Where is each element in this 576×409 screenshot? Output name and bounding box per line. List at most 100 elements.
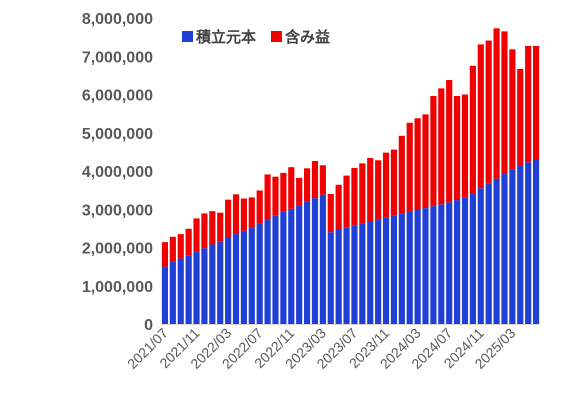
bar-principal	[367, 221, 374, 324]
bar-unrealized-gain	[477, 44, 484, 189]
bar-unrealized-gain	[438, 88, 445, 205]
bar-unrealized-gain	[375, 160, 382, 220]
bar-unrealized-gain	[280, 172, 287, 212]
bar-unrealized-gain	[359, 163, 366, 224]
bar-principal	[264, 219, 271, 324]
bar-unrealized-gain	[256, 190, 263, 224]
bar-principal	[493, 178, 500, 324]
bar-unrealized-gain	[485, 40, 492, 184]
bar-unrealized-gain	[319, 165, 326, 195]
legend-swatch-unrealized-gain	[271, 31, 282, 42]
bar-principal	[525, 162, 532, 324]
bar-principal	[256, 223, 263, 324]
bar-principal	[477, 188, 484, 324]
bar-unrealized-gain	[517, 68, 524, 167]
bar-principal	[406, 211, 413, 324]
bar-unrealized-gain	[493, 28, 500, 179]
bar-principal	[161, 266, 169, 325]
bar-unrealized-gain	[501, 31, 508, 175]
bar-principal	[201, 248, 208, 324]
bar-principal	[532, 159, 540, 324]
bar-principal	[343, 227, 350, 324]
bar-principal	[185, 255, 192, 324]
bar-series-group	[161, 28, 540, 325]
bar-principal	[414, 210, 421, 324]
bar-unrealized-gain	[390, 149, 398, 216]
bar-principal	[169, 261, 176, 324]
bar-principal	[280, 211, 287, 324]
bar-principal	[375, 219, 382, 324]
bar-unrealized-gain	[248, 197, 255, 228]
bar-unrealized-gain	[446, 79, 453, 203]
bar-principal	[485, 183, 492, 324]
bar-unrealized-gain	[303, 168, 311, 202]
bar-unrealized-gain	[272, 176, 279, 216]
bar-unrealized-gain	[217, 212, 224, 242]
bar-principal	[193, 251, 200, 324]
bar-unrealized-gain	[461, 94, 469, 198]
bar-unrealized-gain	[525, 45, 532, 163]
bar-unrealized-gain	[327, 193, 334, 233]
bar-principal	[303, 201, 311, 324]
bar-unrealized-gain	[469, 65, 476, 194]
bar-principal	[177, 258, 184, 324]
bar-principal	[296, 205, 303, 324]
bar-principal	[461, 197, 469, 324]
bar-principal	[398, 213, 405, 324]
bar-unrealized-gain	[232, 194, 240, 235]
bar-principal	[517, 166, 524, 324]
bar-unrealized-gain	[398, 135, 405, 214]
bar-principal	[209, 244, 216, 324]
bar-unrealized-gain	[351, 167, 358, 226]
bar-unrealized-gain	[454, 96, 461, 201]
y-tick-label: 0	[144, 317, 153, 334]
bar-principal	[335, 229, 342, 324]
bar-principal	[248, 227, 255, 324]
bar-unrealized-gain	[382, 152, 390, 218]
bar-unrealized-gain	[240, 198, 247, 231]
y-axis-tick-labels: 0 1,000,000 2,000,000 3,000,000 4,000,000 5,0…	[82, 11, 153, 334]
bar-unrealized-gain	[430, 96, 437, 207]
bar-unrealized-gain	[225, 199, 232, 238]
bar-principal	[232, 234, 240, 324]
bar-principal	[469, 193, 476, 324]
y-tick-label: 1,000,000	[82, 279, 153, 296]
bar-unrealized-gain	[185, 228, 192, 256]
bar-principal	[509, 169, 516, 324]
bar-unrealized-gain	[264, 174, 271, 220]
y-tick-label: 4,000,000	[82, 164, 153, 181]
bar-unrealized-gain	[532, 45, 540, 160]
bar-unrealized-gain	[343, 175, 350, 228]
bar-unrealized-gain	[193, 218, 200, 252]
bar-principal	[351, 225, 358, 324]
bar-principal	[272, 215, 279, 324]
bar-principal	[382, 217, 390, 324]
bar-unrealized-gain	[169, 236, 176, 262]
bar-unrealized-gain	[509, 49, 516, 170]
bar-unrealized-gain	[288, 167, 295, 209]
bar-unrealized-gain	[201, 213, 208, 249]
bar-principal	[225, 237, 232, 324]
legend-swatch-principal	[182, 31, 193, 42]
bar-unrealized-gain	[414, 118, 421, 211]
bar-principal	[501, 174, 508, 324]
legend-label-unrealized-gain: 含み益	[285, 28, 330, 46]
bar-principal	[240, 230, 247, 324]
y-tick-label: 8,000,000	[82, 11, 153, 28]
bar-unrealized-gain	[177, 234, 184, 259]
bar-principal	[311, 198, 319, 324]
bar-principal	[390, 215, 398, 324]
y-tick-label: 5,000,000	[82, 126, 153, 143]
bar-principal	[217, 241, 224, 324]
bar-unrealized-gain	[422, 114, 429, 209]
legend: 積立元本 含み益	[182, 28, 330, 46]
bar-principal	[438, 204, 445, 324]
bar-principal	[446, 202, 453, 324]
bar-principal	[288, 208, 295, 324]
bar-unrealized-gain	[296, 177, 303, 206]
x-axis-tick-labels: 2021/072021/112022/032022/072022/112023/…	[124, 325, 519, 372]
bar-principal	[454, 200, 461, 324]
bar-principal	[327, 232, 334, 324]
bar-unrealized-gain	[367, 158, 374, 222]
